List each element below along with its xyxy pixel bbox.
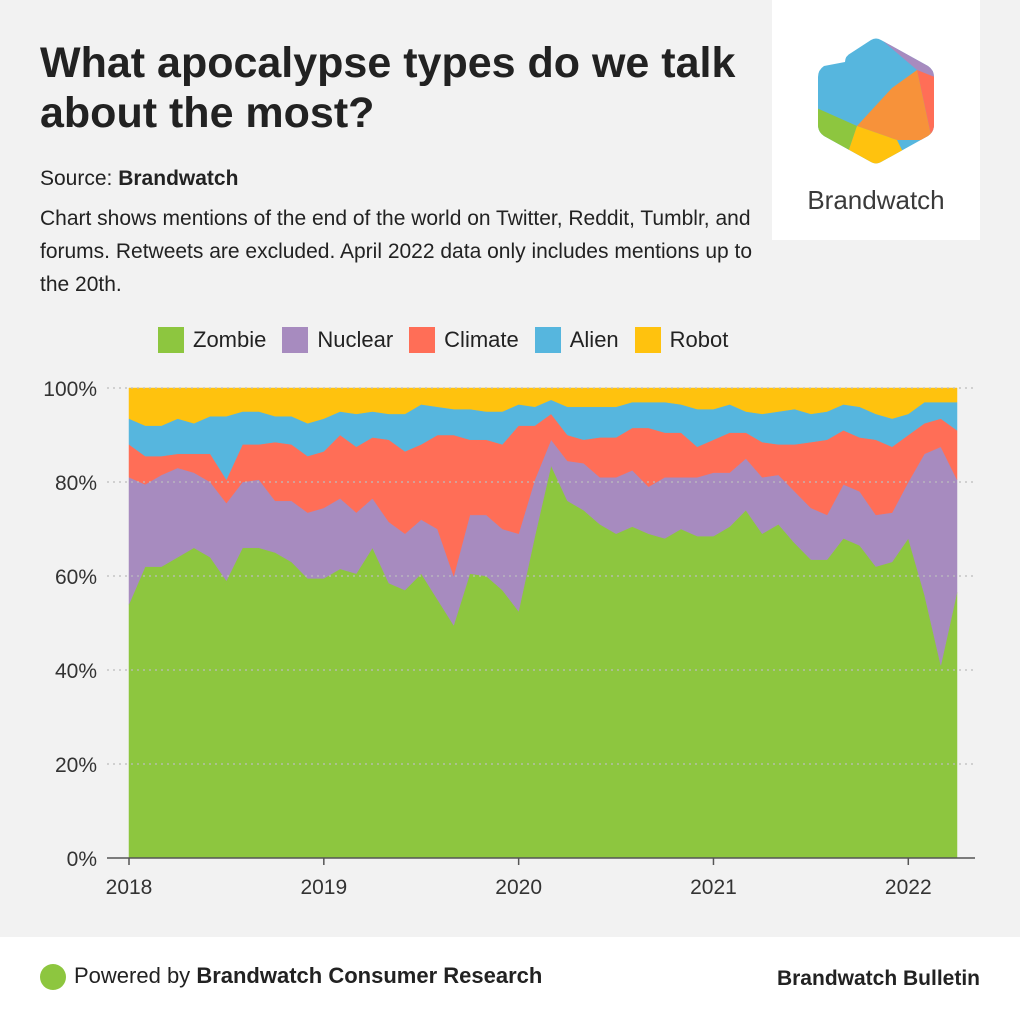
- legend-item-zombie: Zombie: [158, 327, 266, 353]
- legend-swatch: [409, 327, 436, 353]
- hexagon-logo-icon: [818, 38, 934, 164]
- legend-label: Climate: [444, 327, 519, 352]
- legend-swatch: [158, 327, 184, 353]
- x-tick-label: 2019: [300, 876, 347, 899]
- x-tick-label: 2022: [885, 876, 932, 899]
- bulletin-label: Brandwatch Bulletin: [776, 967, 980, 990]
- source-name: Brandwatch: [118, 167, 239, 190]
- legend-item-climate: Climate: [409, 327, 519, 353]
- source-prefix: Source:: [40, 167, 113, 190]
- y-tick-label: 20%: [55, 754, 97, 777]
- powered-name: Brandwatch Consumer Research: [196, 963, 543, 988]
- y-tick-label: 60%: [55, 566, 97, 589]
- stacked-area-chart: 0% 20% 40% 60% 80% 100% 2018 2019 2020 2021 2022: [43, 378, 975, 899]
- y-tick-label: 0%: [67, 848, 97, 871]
- logo-text: Brandwatch: [807, 185, 945, 215]
- y-tick-label: 80%: [55, 472, 97, 495]
- legend-label: Nuclear: [317, 327, 394, 352]
- green-dot-icon: [40, 964, 66, 990]
- legend-swatch: [634, 327, 661, 353]
- x-tick-label: 2021: [690, 876, 737, 899]
- y-tick-label: 40%: [55, 660, 97, 683]
- chart-title: What apocalypse types do we talk about t…: [40, 39, 736, 137]
- legend-label: Alien: [569, 327, 619, 352]
- x-tick-label: 2018: [106, 876, 153, 899]
- legend-item-robot: Robot: [634, 327, 729, 353]
- legend-label: Zombie: [193, 327, 267, 352]
- source-line: Source: Brandwatch: [40, 165, 238, 193]
- powered-prefix: Powered by: [74, 963, 191, 988]
- y-tick-label: 100%: [43, 378, 97, 401]
- brandwatch-logo: Brandwatch: [772, 0, 980, 240]
- legend-item-nuclear: Nuclear: [282, 327, 393, 353]
- legend-swatch: [282, 327, 309, 353]
- legend-item-alien: Alien: [534, 327, 619, 353]
- legend-swatch: [534, 327, 561, 353]
- x-tick-label: 2020: [495, 876, 542, 899]
- series-area-robot: [128, 387, 958, 426]
- chart-description: Chart shows mentions of the end of the w…: [40, 207, 753, 296]
- powered-by: Powered by Brandwatch Consumer Research: [74, 963, 542, 989]
- chart-legend: Zombie Nuclear Climate Alien Robot: [158, 325, 744, 355]
- legend-label: Robot: [669, 327, 729, 352]
- footer: Powered by Brandwatch Consumer Research …: [0, 937, 1020, 1020]
